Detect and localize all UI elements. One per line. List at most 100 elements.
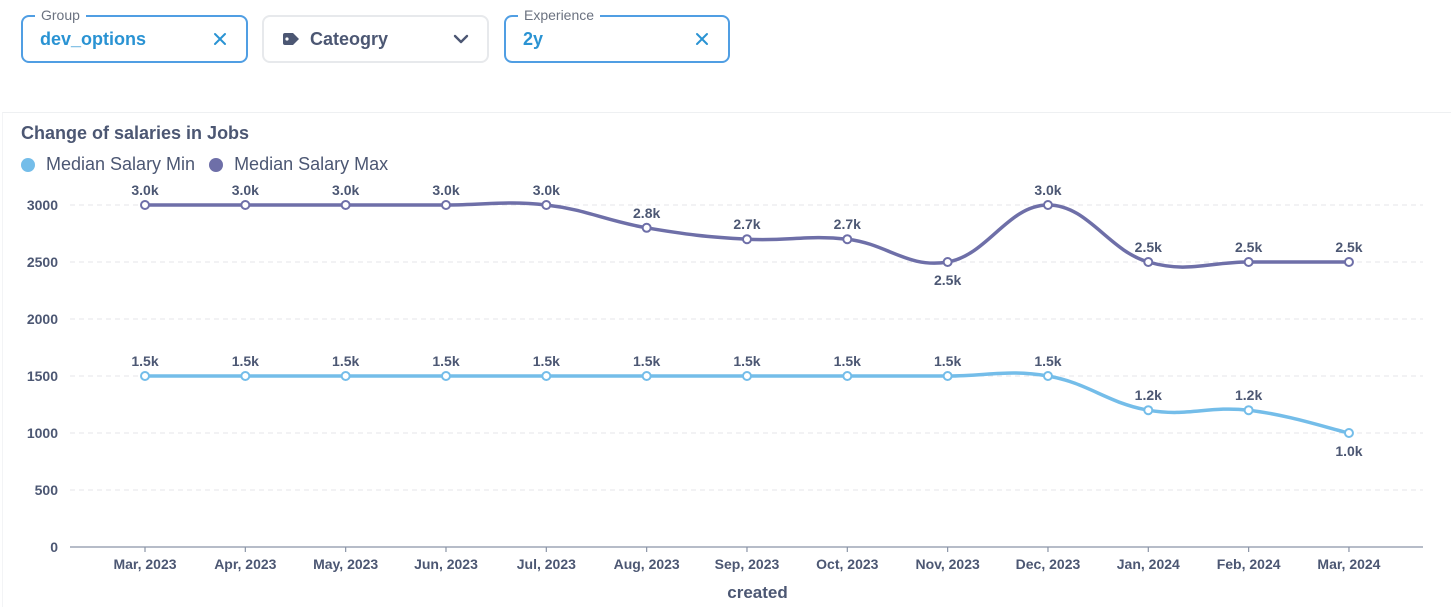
y-tick-label: 500: [35, 482, 59, 498]
y-axis: 0 500 1000 1500 2000 2500 3000: [27, 197, 58, 555]
data-point[interactable]: [541, 200, 552, 210]
x-axis: Mar, 2023 Apr, 2023 May, 2023 Jun, 2023 Jul,…: [70, 546, 1423, 572]
legend-item-min[interactable]: Median Salary Min: [21, 154, 195, 175]
x-tick-label: Feb, 2024: [1217, 556, 1281, 572]
y-tick-label: 2500: [27, 254, 58, 270]
data-label: 2.5k: [1335, 239, 1362, 255]
experience-filter-legend: Experience: [518, 7, 601, 23]
experience-filter-value: 2y: [523, 28, 544, 49]
x-axis-title: created: [727, 583, 787, 602]
legend-swatch-min: [21, 157, 35, 172]
data-label: 1.5k: [934, 353, 961, 369]
experience-filter[interactable]: Experience 2y: [504, 7, 730, 63]
legend-label-min: Median Salary Min: [46, 154, 196, 174]
data-label: 2.5k: [1135, 239, 1162, 255]
group-filter-legend: Group: [35, 7, 86, 23]
x-tick-label: Mar, 2023: [113, 556, 176, 572]
chart-card: [2, 112, 1451, 607]
data-point[interactable]: [1143, 405, 1154, 416]
data-label: 1.5k: [131, 353, 158, 369]
data-point[interactable]: [541, 371, 552, 381]
data-point[interactable]: [942, 371, 953, 381]
data-label: 2.5k: [1235, 239, 1262, 255]
data-point[interactable]: [842, 371, 853, 381]
data-point[interactable]: [140, 371, 150, 381]
grid-lines: [70, 204, 1423, 491]
data-point[interactable]: [240, 371, 251, 381]
x-tick-label: Jan, 2024: [1117, 556, 1180, 572]
data-label: 1.5k: [1034, 353, 1061, 369]
data-label: 1.5k: [633, 353, 660, 369]
data-point[interactable]: [340, 200, 351, 210]
legend-label-max: Median Salary Max: [234, 154, 389, 174]
chart-title[interactable]: Change of salaries in Jobs: [21, 123, 250, 143]
data-label: 2.5k: [934, 272, 961, 288]
data-point[interactable]: [1243, 405, 1254, 416]
data-point[interactable]: [741, 371, 752, 381]
chevron-down-icon[interactable]: [451, 29, 471, 49]
data-point[interactable]: [1343, 428, 1354, 438]
data-point[interactable]: [842, 234, 853, 245]
x-tick-label: Apr, 2023: [214, 556, 276, 572]
data-point[interactable]: [741, 234, 752, 245]
data-label: 1.5k: [533, 353, 560, 369]
data-point[interactable]: [1343, 257, 1354, 267]
y-tick-label: 2000: [27, 311, 58, 327]
y-tick-label: 1000: [27, 425, 58, 441]
data-label: 1.2k: [1135, 387, 1162, 403]
data-point[interactable]: [641, 222, 652, 233]
data-label: 3.0k: [432, 182, 459, 198]
data-point[interactable]: [1143, 257, 1154, 267]
data-point[interactable]: [240, 200, 251, 210]
data-point[interactable]: [1042, 371, 1053, 381]
group-filter-value: dev_options: [40, 28, 147, 49]
x-tick-label: Nov, 2023: [915, 556, 980, 572]
category-filter-placeholder: Cateogry: [310, 28, 389, 49]
close-icon[interactable]: [208, 27, 232, 51]
data-label: 1.5k: [733, 353, 760, 369]
data-label: 1.5k: [332, 353, 359, 369]
data-label: 1.5k: [232, 353, 259, 369]
close-icon[interactable]: [690, 27, 714, 51]
data-point[interactable]: [1243, 257, 1254, 267]
y-tick-label: 0: [50, 539, 58, 555]
data-point[interactable]: [641, 371, 652, 381]
data-point[interactable]: [140, 200, 150, 210]
x-tick-label: Jul, 2023: [517, 556, 576, 572]
y-tick-label: 3000: [27, 197, 58, 213]
x-tick-label: Aug, 2023: [614, 556, 680, 572]
data-label: 3.0k: [131, 182, 158, 198]
data-label: 1.0k: [1335, 443, 1362, 459]
y-tick-label: 1500: [27, 368, 58, 384]
x-tick-label: Sep, 2023: [715, 556, 780, 572]
data-label: 2.7k: [834, 216, 861, 232]
data-point[interactable]: [942, 257, 953, 267]
data-label: 3.0k: [232, 182, 259, 198]
series-layer: 1.5k 1.5k 1.5k 1.5k 1.5k 1.5k 1.5k 1.5k 1.5k 1.5k…: [130, 181, 1364, 461]
x-tick-label: May, 2023: [313, 556, 378, 572]
x-tick-label: Mar, 2024: [1317, 556, 1380, 572]
data-point[interactable]: [440, 200, 451, 210]
data-label: 3.0k: [1034, 182, 1061, 198]
chart-legend: Median Salary Min Median Salary Max: [21, 154, 388, 175]
legend-swatch-max: [209, 157, 224, 172]
data-label: 3.0k: [332, 182, 359, 198]
series-median-salary-max: 3.0k 3.0k 3.0k 3.0k 3.0k 2.8k 2.7k 2.7k 2.5k 3.0k…: [130, 181, 1364, 290]
group-filter[interactable]: Group dev_options: [21, 7, 248, 63]
data-label: 1.5k: [432, 353, 459, 369]
legend-item-max[interactable]: Median Salary Max: [209, 154, 388, 175]
tag-icon: [282, 30, 300, 48]
series-median-salary-min: 1.5k 1.5k 1.5k 1.5k 1.5k 1.5k 1.5k 1.5k 1.5k 1.5k…: [130, 352, 1364, 461]
data-point[interactable]: [440, 371, 451, 381]
x-tick-label: Dec, 2023: [1016, 556, 1081, 572]
data-label: 2.8k: [633, 205, 660, 221]
data-label: 3.0k: [533, 182, 560, 198]
x-tick-label: Oct, 2023: [816, 556, 878, 572]
data-point[interactable]: [340, 371, 351, 381]
data-point[interactable]: [1042, 200, 1053, 210]
category-filter[interactable]: Cateogry: [262, 15, 489, 63]
data-label: 2.7k: [733, 216, 760, 232]
series-line: [143, 371, 1351, 435]
data-label: 1.5k: [834, 353, 861, 369]
